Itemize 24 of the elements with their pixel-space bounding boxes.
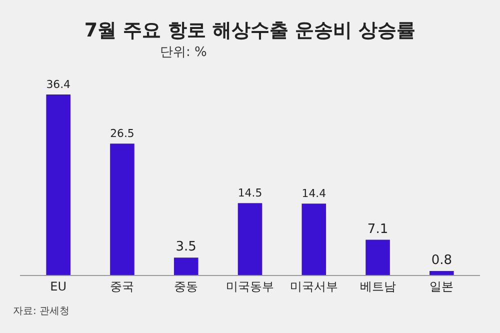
data-label: 7.1 [367, 222, 388, 237]
x-tick-label: 일본 [430, 279, 454, 294]
data-label: 14.5 [238, 186, 262, 200]
bar [430, 271, 454, 275]
x-tick-label: EU [50, 279, 67, 294]
x-tick-label: 중국 [110, 279, 134, 294]
data-label: 36.4 [46, 78, 71, 92]
bar [46, 94, 70, 275]
x-tick-label: 베트남 [360, 279, 396, 294]
x-tick-label: 미국동부 [226, 279, 274, 294]
bar [110, 144, 134, 275]
data-label: 0.8 [431, 253, 452, 268]
data-label: 14.4 [302, 187, 326, 200]
x-tick-label: 중동 [174, 279, 198, 294]
bar [366, 240, 390, 275]
bar [302, 204, 326, 275]
bar [238, 203, 262, 275]
data-label: 26.5 [110, 127, 134, 140]
chart-subtitle: 단위: % [160, 45, 207, 60]
chart-title: 7월 주요 항로 해상수출 운송비 상승률 [84, 20, 416, 42]
x-tick-label: 미국서부 [290, 279, 338, 294]
bar [174, 258, 198, 275]
text: 자료: 관세청 [13, 306, 70, 317]
data-label: 3.5 [176, 240, 196, 255]
